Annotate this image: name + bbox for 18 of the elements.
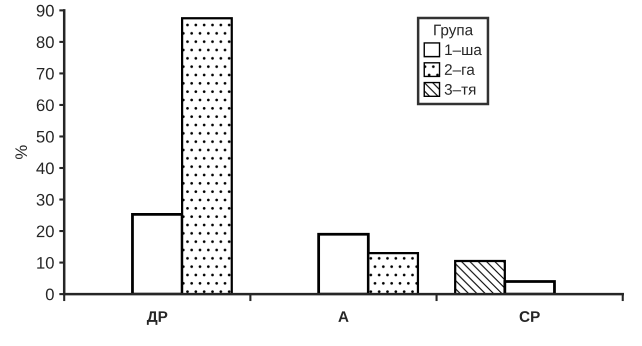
y-tick-label: 30 [36, 194, 54, 206]
y-tick-label: 70 [36, 68, 54, 80]
y-tick-label: 40 [36, 162, 54, 174]
legend-label: 3–тя [444, 84, 476, 95]
legend-label: 2–га [444, 64, 475, 75]
y-tick-label: 90 [36, 4, 54, 17]
x-tick-label: СР [520, 311, 540, 322]
legend-title: Група [434, 24, 474, 38]
x-tick-label: А [338, 311, 349, 322]
y-tick-label: 60 [36, 99, 54, 112]
y-tick-label: 0 [46, 288, 54, 300]
y-tick-label: 20 [36, 225, 54, 238]
legend-label: 1–ша [445, 44, 482, 56]
y-tick-label: 10 [37, 256, 54, 269]
y-axis-title: % [15, 145, 28, 160]
y-tick-label: 80 [36, 36, 54, 48]
y-tick-label: 50 [36, 130, 54, 143]
x-tick-label: ДР [146, 311, 168, 325]
